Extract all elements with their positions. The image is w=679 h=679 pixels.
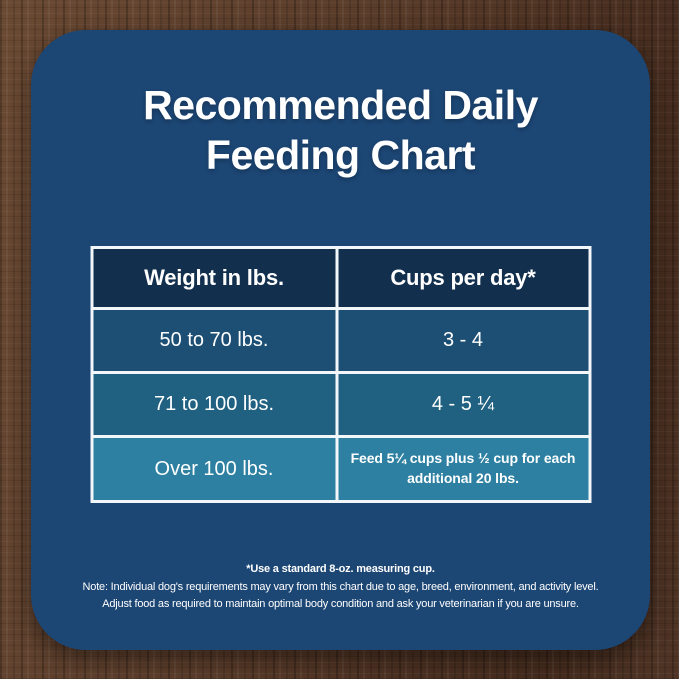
requirements-note-line2: Adjust food as required to maintain opti… xyxy=(102,598,579,611)
weight-cell-row3: Over 100 lbs. xyxy=(93,438,335,500)
cups-cell-row3: Feed 5¼ cups plus ½ cup for each additio… xyxy=(338,438,588,500)
cups-cell-row1: 3 - 4 xyxy=(338,310,588,371)
weight-cell-row1: 50 to 70 lbs. xyxy=(93,310,335,371)
weight-cell-row2: 71 to 100 lbs. xyxy=(93,374,335,435)
cups-cell-row2: 4 - 5 ¼ xyxy=(338,374,588,435)
chart-title: Recommended Daily Feeding Chart xyxy=(31,30,650,180)
requirements-note-line1: Note: Individual dog's requirements may … xyxy=(82,580,599,593)
feeding-chart-card: Recommended Daily Feeding Chart Weight i… xyxy=(31,30,650,650)
chart-title-line2: Feeding Chart xyxy=(205,132,476,179)
chart-title-line1: Recommended Daily xyxy=(143,82,538,128)
feeding-table: Weight in lbs. Cups per day* 50 to 70 lb… xyxy=(90,246,591,503)
measuring-cup-note: *Use a standard 8-oz. measuring cup. xyxy=(246,563,435,575)
cups-header-cell: Cups per day* xyxy=(338,249,588,307)
weight-header-cell: Weight in lbs. xyxy=(93,249,335,307)
footnotes: *Use a standard 8-oz. measuring cup. Not… xyxy=(31,561,650,614)
